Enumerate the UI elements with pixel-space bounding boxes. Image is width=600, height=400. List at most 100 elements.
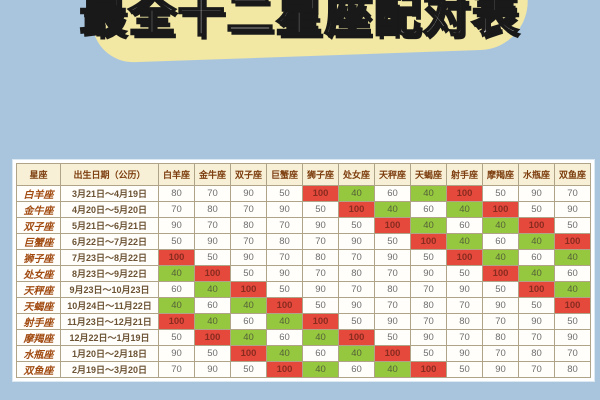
score-cell: 80 — [374, 281, 411, 298]
score-cell: 90 — [446, 345, 483, 362]
row-sign-label: 天秤座 — [16, 281, 61, 298]
row-sign-label: 摩羯座 — [16, 329, 61, 346]
row-date-range: 10月24日～11月22日 — [60, 297, 159, 314]
row-sign-label: 狮子座 — [16, 249, 61, 266]
score-cell: 60 — [266, 329, 303, 346]
row-sign-label: 双鱼座 — [16, 361, 61, 378]
score-cell: 40 — [158, 265, 195, 282]
score-cell: 90 — [410, 265, 447, 282]
score-cell: 100 — [302, 313, 339, 330]
score-cell: 50 — [266, 185, 303, 202]
score-cell: 70 — [158, 361, 195, 378]
score-cell: 70 — [446, 297, 483, 314]
table-row: 白羊座 3月21日～4月19日 80 70 90 50 100 40 60 40 100 50 90 70 — [16, 185, 591, 202]
score-cell: 90 — [410, 329, 447, 346]
table-row: 天蝎座 10月24日～11月22日 40 60 40 100 50 90 70 80 70 90 50 1… — [16, 297, 591, 314]
score-cell: 70 — [410, 281, 447, 298]
row-sign-label: 射手座 — [16, 313, 61, 330]
score-cell: 90 — [230, 185, 267, 202]
zodiac-match-table: 星座 出生日期（公历） 白羊座 金牛座 双子座 巨蟹座 狮子座 处女座 天秤座 天蝎座 射手座 摩羯座… — [16, 163, 591, 378]
score-cell: 100 — [158, 313, 195, 330]
zodiac-column-header: 处女座 — [338, 163, 375, 186]
score-cell: 50 — [338, 313, 375, 330]
score-cell: 70 — [266, 249, 303, 266]
table-row: 水瓶座 1月20日～2月18日 90 50 100 40 60 40 100 50 90 70 80 70 — [16, 345, 591, 362]
zodiac-column-header: 水瓶座 — [518, 163, 555, 186]
table-row: 金牛座 4月20日～5月20日 70 80 70 90 50 100 40 60 40 100 50 90 — [16, 201, 591, 218]
score-cell: 80 — [230, 217, 267, 234]
score-cell: 40 — [482, 249, 519, 266]
zodiac-column-header: 天蝎座 — [410, 163, 447, 186]
row-sign-label: 处女座 — [16, 265, 61, 282]
score-cell: 100 — [338, 201, 375, 218]
score-cell: 40 — [374, 361, 411, 378]
table-row: 处女座 8月23日～9月22日 40 100 50 90 70 80 70 90 50 100 40 60 — [16, 265, 591, 282]
score-cell: 40 — [266, 313, 303, 330]
score-cell: 50 — [194, 345, 231, 362]
table-row: 天秤座 9月23日～10月23日 60 40 100 50 90 70 80 70 90 50 100 4… — [16, 281, 591, 298]
table-row: 双鱼座 2月19日～3月20日 70 90 50 100 40 60 40 100 50 90 70 80 — [16, 361, 591, 378]
score-cell: 40 — [302, 329, 339, 346]
score-cell: 80 — [194, 201, 231, 218]
score-cell: 50 — [482, 281, 519, 298]
row-sign-label: 金牛座 — [16, 201, 61, 218]
score-cell: 40 — [338, 345, 375, 362]
score-cell: 70 — [302, 233, 339, 250]
zodiac-column-header: 巨蟹座 — [266, 163, 303, 186]
score-cell: 100 — [554, 297, 591, 314]
score-cell: 70 — [302, 265, 339, 282]
score-cell: 100 — [518, 281, 555, 298]
score-cell: 50 — [518, 201, 555, 218]
header-row: 星座 出生日期（公历） 白羊座 金牛座 双子座 巨蟹座 狮子座 处女座 天秤座 天蝎座 射手座 摩羯座… — [16, 163, 591, 186]
score-cell: 50 — [230, 361, 267, 378]
score-cell: 50 — [302, 297, 339, 314]
score-cell: 70 — [446, 329, 483, 346]
score-cell: 90 — [482, 361, 519, 378]
score-cell: 50 — [410, 345, 447, 362]
score-cell: 90 — [554, 329, 591, 346]
score-cell: 80 — [482, 329, 519, 346]
score-cell: 80 — [266, 233, 303, 250]
score-cell: 60 — [446, 217, 483, 234]
score-cell: 60 — [482, 233, 519, 250]
score-cell: 70 — [266, 217, 303, 234]
score-cell: 100 — [446, 185, 483, 202]
score-cell: 70 — [338, 281, 375, 298]
score-cell: 90 — [230, 249, 267, 266]
score-cell: 50 — [518, 297, 555, 314]
score-cell: 60 — [518, 249, 555, 266]
score-cell: 100 — [266, 297, 303, 314]
score-cell: 90 — [338, 297, 375, 314]
row-date-range: 12月22日～1月19日 — [60, 329, 159, 346]
score-cell: 50 — [554, 313, 591, 330]
score-cell: 90 — [158, 345, 195, 362]
score-cell: 60 — [194, 297, 231, 314]
score-cell: 70 — [410, 313, 447, 330]
score-cell: 100 — [482, 265, 519, 282]
score-cell: 100 — [266, 361, 303, 378]
row-sign-label: 天蝎座 — [16, 297, 61, 314]
score-cell: 40 — [266, 345, 303, 362]
score-cell: 50 — [158, 233, 195, 250]
row-date-range: 8月23日～9月22日 — [60, 265, 159, 282]
score-cell: 100 — [194, 329, 231, 346]
score-cell: 100 — [482, 201, 519, 218]
table-row: 摩羯座 12月22日～1月19日 50 100 40 60 40 100 50 90 70 80 70 9… — [16, 329, 591, 346]
score-cell: 50 — [158, 329, 195, 346]
row-date-range: 5月21日～6月21日 — [60, 217, 159, 234]
score-cell: 90 — [446, 281, 483, 298]
zodiac-column-header: 双鱼座 — [554, 163, 591, 186]
score-cell: 40 — [446, 201, 483, 218]
score-cell: 50 — [374, 329, 411, 346]
score-cell: 50 — [554, 217, 591, 234]
date-column-header: 出生日期（公历） — [60, 163, 159, 186]
score-cell: 70 — [374, 265, 411, 282]
score-cell: 50 — [374, 233, 411, 250]
score-cell: 90 — [374, 249, 411, 266]
score-cell: 100 — [338, 329, 375, 346]
score-cell: 50 — [302, 201, 339, 218]
score-cell: 90 — [158, 217, 195, 234]
score-cell: 90 — [302, 217, 339, 234]
score-cell: 90 — [266, 201, 303, 218]
score-cell: 40 — [230, 297, 267, 314]
